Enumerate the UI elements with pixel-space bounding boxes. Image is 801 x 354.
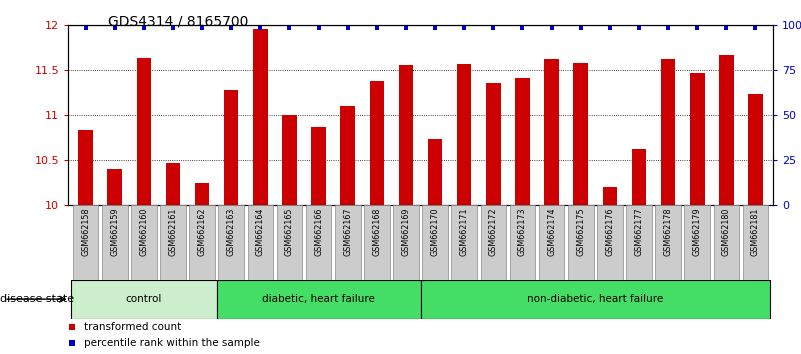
Text: disease state: disease state bbox=[0, 294, 74, 304]
Bar bbox=[452, 205, 477, 280]
Bar bbox=[195, 183, 209, 205]
Text: GSM662179: GSM662179 bbox=[693, 207, 702, 256]
Bar bbox=[574, 63, 588, 205]
Bar bbox=[166, 163, 180, 205]
Text: GSM662172: GSM662172 bbox=[489, 207, 498, 256]
Bar bbox=[312, 127, 326, 205]
Bar bbox=[107, 169, 122, 205]
Bar bbox=[661, 59, 675, 205]
Bar bbox=[597, 205, 622, 280]
Bar bbox=[73, 205, 99, 280]
Text: GSM662173: GSM662173 bbox=[518, 207, 527, 256]
Bar bbox=[276, 205, 302, 280]
Bar bbox=[719, 55, 734, 205]
Text: GSM662158: GSM662158 bbox=[81, 207, 90, 256]
Bar bbox=[253, 29, 268, 205]
Text: GSM662169: GSM662169 bbox=[401, 207, 410, 256]
Bar bbox=[131, 205, 157, 280]
Text: diabetic, heart failure: diabetic, heart failure bbox=[262, 294, 375, 304]
Bar bbox=[748, 94, 763, 205]
Bar bbox=[364, 205, 389, 280]
Bar bbox=[626, 205, 652, 280]
Text: GSM662159: GSM662159 bbox=[111, 207, 119, 256]
Text: GSM662166: GSM662166 bbox=[314, 207, 323, 256]
Bar bbox=[224, 90, 239, 205]
Bar bbox=[421, 280, 770, 319]
Text: GSM662163: GSM662163 bbox=[227, 207, 235, 256]
Text: GSM662180: GSM662180 bbox=[722, 207, 731, 256]
Text: percentile rank within the sample: percentile rank within the sample bbox=[83, 338, 260, 348]
Bar bbox=[282, 115, 296, 205]
Text: GSM662164: GSM662164 bbox=[256, 207, 265, 256]
Text: GSM662165: GSM662165 bbox=[285, 207, 294, 256]
Bar bbox=[160, 205, 186, 280]
Bar bbox=[515, 78, 529, 205]
Bar bbox=[248, 205, 273, 280]
Bar bbox=[340, 106, 355, 205]
Bar bbox=[428, 139, 442, 205]
Bar bbox=[102, 205, 127, 280]
Bar bbox=[743, 205, 768, 280]
Bar bbox=[655, 205, 681, 280]
Text: GSM662177: GSM662177 bbox=[634, 207, 643, 256]
Text: GSM662160: GSM662160 bbox=[139, 207, 148, 256]
Text: GSM662168: GSM662168 bbox=[372, 207, 381, 256]
Text: GSM662170: GSM662170 bbox=[431, 207, 440, 256]
Bar bbox=[422, 205, 448, 280]
Bar bbox=[369, 81, 384, 205]
Bar bbox=[71, 280, 216, 319]
Text: GSM662181: GSM662181 bbox=[751, 207, 760, 256]
Bar bbox=[509, 205, 535, 280]
Text: GSM662176: GSM662176 bbox=[606, 207, 614, 256]
Bar bbox=[393, 205, 419, 280]
Text: GSM662175: GSM662175 bbox=[576, 207, 586, 256]
Bar bbox=[219, 205, 244, 280]
Text: GSM662162: GSM662162 bbox=[198, 207, 207, 256]
Text: GSM662174: GSM662174 bbox=[547, 207, 556, 256]
Bar bbox=[632, 149, 646, 205]
Bar bbox=[78, 130, 93, 205]
Bar bbox=[690, 73, 705, 205]
Text: GSM662171: GSM662171 bbox=[460, 207, 469, 256]
Bar bbox=[486, 84, 501, 205]
Bar bbox=[136, 58, 151, 205]
Text: control: control bbox=[126, 294, 162, 304]
Bar bbox=[216, 280, 421, 319]
Bar bbox=[602, 187, 617, 205]
Text: GSM662167: GSM662167 bbox=[343, 207, 352, 256]
Text: GSM662178: GSM662178 bbox=[663, 207, 673, 256]
Bar bbox=[335, 205, 360, 280]
Bar bbox=[684, 205, 710, 280]
Bar bbox=[457, 64, 472, 205]
Bar bbox=[399, 65, 413, 205]
Bar bbox=[714, 205, 739, 280]
Text: non-diabetic, heart failure: non-diabetic, heart failure bbox=[527, 294, 663, 304]
Bar bbox=[189, 205, 215, 280]
Bar bbox=[306, 205, 332, 280]
Bar bbox=[545, 59, 559, 205]
Text: GDS4314 / 8165700: GDS4314 / 8165700 bbox=[108, 14, 248, 28]
Text: GSM662161: GSM662161 bbox=[168, 207, 178, 256]
Bar bbox=[481, 205, 506, 280]
Bar bbox=[568, 205, 594, 280]
Bar bbox=[539, 205, 565, 280]
Text: transformed count: transformed count bbox=[83, 322, 181, 332]
